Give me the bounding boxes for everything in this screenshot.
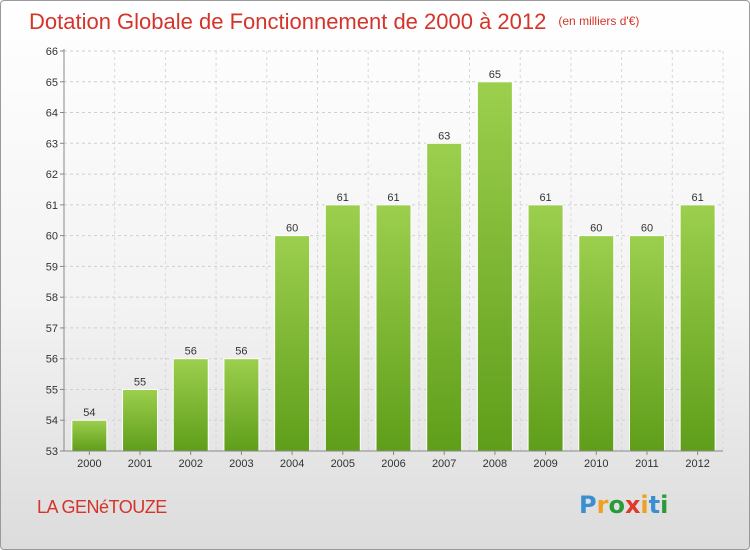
y-tick-label: 59 [46, 261, 58, 273]
y-axis: 53 54 55 56 57 58 59 60 61 62 63 64 65 66 [46, 46, 65, 458]
logo-letter: P [579, 491, 597, 519]
y-tick-label: 61 [46, 200, 58, 212]
bar [679, 204, 716, 452]
bar [223, 358, 260, 452]
x-tick-label: 2004 [280, 458, 304, 470]
logo-letter: i [660, 491, 669, 519]
y-tick-label: 63 [46, 138, 58, 150]
place-name: LA GENéTOUZE [37, 497, 167, 517]
bar-value-label: 61 [539, 192, 551, 204]
bar [122, 388, 159, 452]
bar-value-label: 60 [286, 223, 298, 235]
bar-value-label: 56 [185, 346, 197, 358]
bar [324, 204, 361, 452]
y-tick-label: 53 [46, 446, 58, 458]
logo-letter: o [608, 491, 625, 519]
x-tick-label: 2000 [77, 458, 101, 470]
bar [476, 81, 513, 452]
x-tick-label: 2008 [483, 458, 507, 470]
subtitle-text: (en milliers d'€) [558, 14, 640, 28]
bar [375, 204, 412, 452]
x-tick-label: 2009 [533, 458, 557, 470]
y-tick-label: 64 [46, 108, 58, 120]
bar-value-label: 60 [590, 223, 602, 235]
bar-value-label: 61 [387, 192, 399, 204]
y-tick-label: 57 [46, 323, 58, 335]
bar [172, 358, 209, 452]
bar-value-label: 60 [641, 223, 653, 235]
bar-value-label: 55 [134, 376, 146, 388]
y-tick-label: 65 [46, 77, 58, 89]
bar [426, 142, 463, 452]
y-tick-label: 66 [46, 46, 58, 58]
logo-letter: i [640, 491, 649, 519]
x-tick-label: 2002 [178, 458, 202, 470]
bar-value-label: 65 [489, 69, 501, 81]
bar-value-label: 54 [83, 407, 95, 419]
y-tick-label: 58 [46, 292, 58, 304]
y-tick-label: 60 [46, 231, 58, 243]
bar-value-label: 56 [235, 346, 247, 358]
logo-letter: r [596, 491, 609, 519]
bar [274, 235, 311, 452]
x-tick-label: 2010 [584, 458, 608, 470]
x-tick-label: 2007 [432, 458, 456, 470]
y-tick-label: 56 [46, 354, 58, 366]
bars: 54 55 56 56 60 61 61 63 65 61 60 60 61 [71, 69, 716, 452]
logo-letter: x [624, 491, 641, 519]
bar-value-label: 63 [438, 130, 450, 142]
x-tick-label: 2005 [331, 458, 355, 470]
x-tick-label: 2012 [685, 458, 709, 470]
bar [527, 204, 564, 452]
logo-letter: t [648, 491, 661, 519]
x-tick-label: 2011 [635, 458, 659, 470]
y-tick-label: 54 [46, 415, 58, 427]
y-tick-label: 55 [46, 384, 58, 396]
chart-title: Dotation Globale de Fonctionnement de 20… [29, 9, 639, 35]
x-axis: 2000 2001 2002 2003 2004 2005 2006 2007 2008 2009… [64, 450, 723, 470]
bar [71, 419, 108, 452]
bar-value-label: 61 [337, 192, 349, 204]
bar-value-label: 61 [692, 192, 704, 204]
bar [628, 235, 665, 452]
proxiti-logo: Proxiti [579, 491, 668, 519]
bar [578, 235, 615, 452]
x-tick-label: 2003 [229, 458, 253, 470]
title-text: Dotation Globale de Fonctionnement de 20… [29, 9, 547, 34]
x-tick-label: 2001 [128, 458, 152, 470]
y-tick-label: 62 [46, 169, 58, 181]
x-tick-label: 2006 [381, 458, 405, 470]
